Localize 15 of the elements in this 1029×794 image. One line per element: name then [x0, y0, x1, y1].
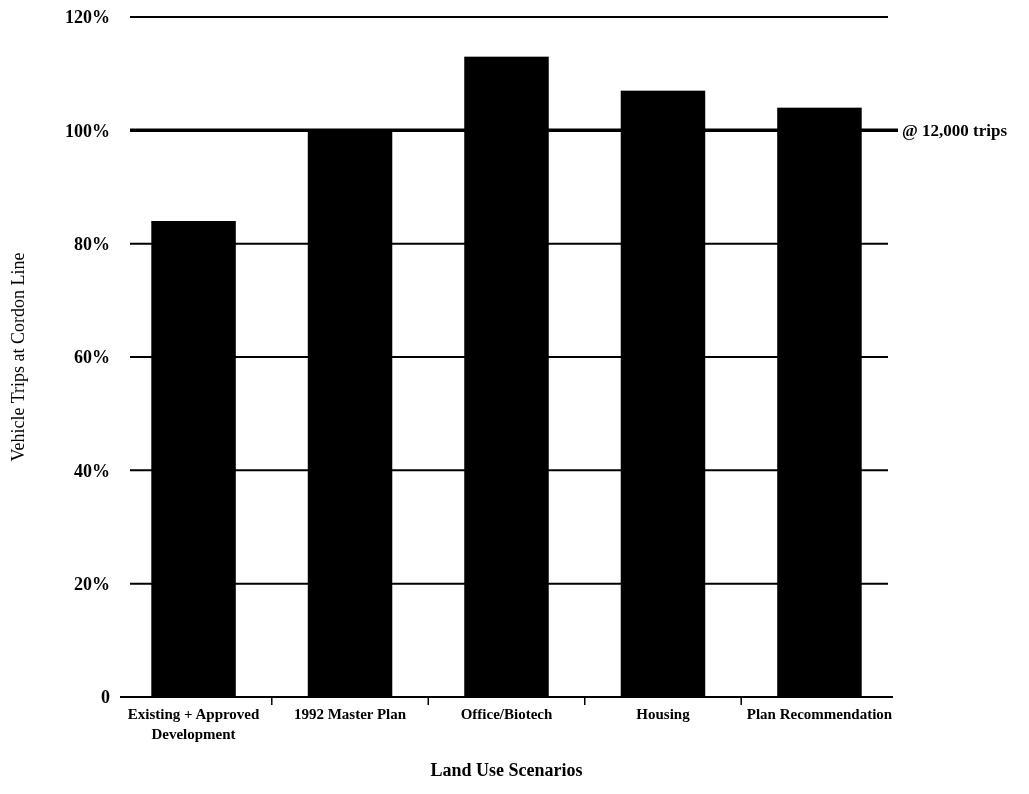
y-tick-label: 0 — [101, 687, 110, 708]
x-tick-label: Housing — [636, 706, 691, 722]
y-tick-label: 60% — [74, 347, 110, 368]
x-tick-label: Existing + Approved Development — [127, 706, 261, 742]
x-tick-label: Office/Biotech — [460, 706, 553, 722]
y-axis-title: Vehicle Trips at Cordon Line — [8, 252, 28, 462]
x-axis-title: Land Use Scenarios — [430, 760, 583, 780]
ref-line-label: @ 12,000 trips — [902, 121, 1008, 141]
y-tick-label: 100% — [65, 120, 110, 141]
x-tick-label: Plan Recommendation — [746, 706, 893, 722]
y-tick-label: 120% — [65, 7, 110, 28]
y-tick-label: 40% — [74, 460, 110, 481]
x-tick-label: 1992 Master Plan — [293, 706, 407, 722]
y-tick-label: 80% — [74, 233, 110, 254]
y-tick-label: 20% — [74, 573, 110, 594]
